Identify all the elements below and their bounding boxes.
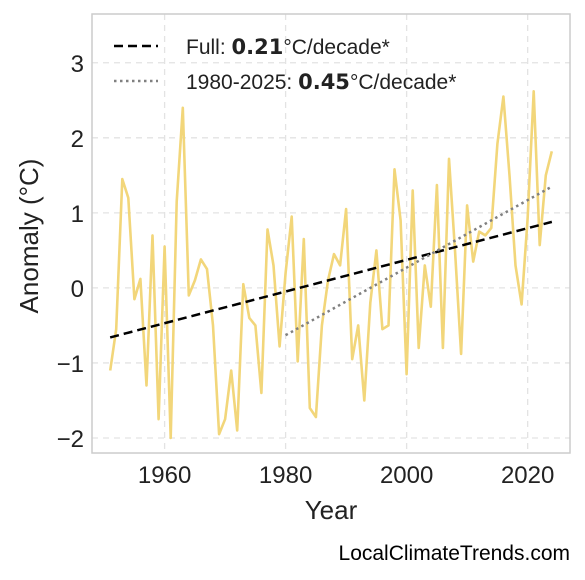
trend-lines xyxy=(109,185,553,339)
legend-suffix-1980: °C/decade* xyxy=(350,71,456,94)
legend: Full: 0.21°C/decade* 1980-2025: 0.45°C/d… xyxy=(114,35,456,94)
legend-suffix-full: °C/decade* xyxy=(283,36,389,59)
anomaly-series-line-0 xyxy=(108,90,554,440)
legend-prefix-full: Full: xyxy=(186,36,232,59)
legend-prefix-1980: 1980-2025: xyxy=(186,71,298,94)
y-tick-label-0: 3 xyxy=(71,51,84,78)
y-tick-label-1: 2 xyxy=(71,126,84,153)
y-tick-label-4: −1 xyxy=(57,351,84,378)
x-tick-label-1: 1980 xyxy=(259,462,312,489)
x-axis-title: Year xyxy=(305,495,358,525)
site-credit: LocalClimateTrends.com xyxy=(339,542,570,565)
x-tick-label-0: 1960 xyxy=(138,462,191,489)
trend-line-full xyxy=(109,220,553,339)
y-tick-label-2: 1 xyxy=(71,201,84,228)
trend-line-1980-2025 xyxy=(285,185,553,337)
x-tick-label-3: 2020 xyxy=(501,462,554,489)
y-tick-label-5: −2 xyxy=(57,426,84,453)
y-tick-label-3: 0 xyxy=(71,276,84,303)
data-series xyxy=(108,90,554,440)
legend-value-1980: 0.45 xyxy=(298,70,350,94)
legend-value-full: 0.21 xyxy=(232,35,284,59)
x-tick-labels: 1960 1980 2000 2020 xyxy=(138,462,554,489)
x-tick-label-2: 2000 xyxy=(380,462,433,489)
y-tick-labels: 3 2 1 0 −1 −2 xyxy=(57,51,84,453)
legend-label-1980: 1980-2025: 0.45°C/decade* xyxy=(186,70,456,94)
plot-area-frame xyxy=(91,13,571,454)
legend-label-full: Full: 0.21°C/decade* xyxy=(186,35,390,59)
y-axis-title: Anomaly (°C) xyxy=(14,159,44,314)
